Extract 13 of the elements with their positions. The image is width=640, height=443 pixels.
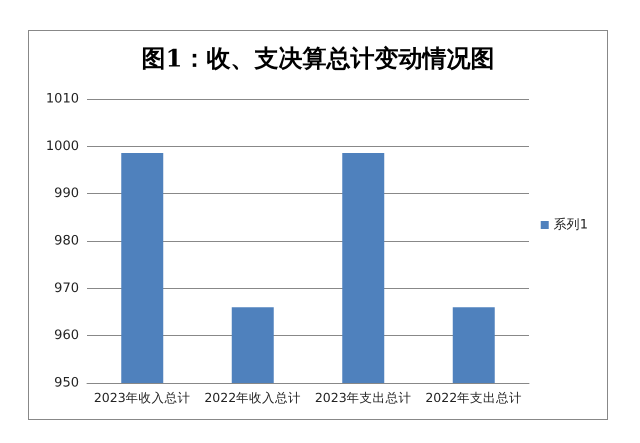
x-tick-label: 2023年支出总计 xyxy=(314,390,412,405)
x-tick-label: 2022年支出总计 xyxy=(425,390,522,405)
x-tick-label: 2022年收入总计 xyxy=(204,390,302,405)
y-tick-label: 1010 xyxy=(46,92,79,106)
chart-title: 图1：收、支决算总计变动情况图 xyxy=(142,44,494,72)
y-tick-label: 970 xyxy=(54,280,79,296)
y-tick-label: 980 xyxy=(54,234,79,248)
y-tick-label: 1000 xyxy=(46,138,79,154)
y-tick-label: 990 xyxy=(54,186,79,202)
y-tick-label: 950 xyxy=(54,376,79,390)
y-tick-label: 960 xyxy=(54,328,79,344)
x-tick-label: 2023年收入总计 xyxy=(94,390,191,405)
legend-label: 系列1 xyxy=(554,218,588,232)
